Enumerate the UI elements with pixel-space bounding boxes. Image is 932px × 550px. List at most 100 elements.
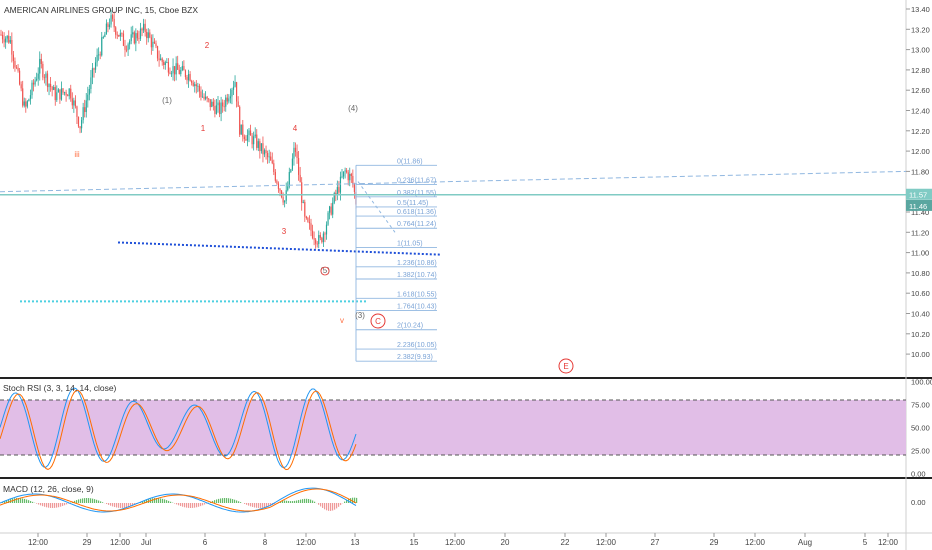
macd-histogram-bar — [58, 503, 60, 508]
candle-body — [254, 134, 256, 137]
macd-histogram-bar — [56, 503, 58, 508]
candle-body — [341, 176, 343, 178]
macd-histogram-bar — [268, 503, 270, 507]
candle-body — [189, 74, 191, 81]
macd-histogram-bar — [336, 503, 338, 509]
candle-body — [135, 33, 137, 44]
macd-histogram-bar — [176, 503, 178, 505]
candle-body — [65, 92, 67, 96]
fib-level-label: 1(11.05) — [397, 241, 423, 248]
macd-histogram-bar — [234, 499, 236, 503]
candle-body — [101, 37, 103, 56]
candle-body — [0, 34, 2, 36]
macd-histogram-bar — [220, 498, 222, 503]
candle-body — [127, 44, 129, 51]
candle-body — [256, 134, 258, 148]
price-tick-label: 12.40 — [911, 107, 930, 116]
macd-histogram-bar — [62, 503, 64, 507]
macd-histogram-bar — [6, 500, 8, 503]
candle-body — [84, 107, 86, 113]
macd-histogram-bar — [96, 499, 98, 503]
candle-body — [59, 89, 61, 100]
time-axis[interactable]: 12:00 29 12:00 Jul 6 8 12:00 13 15 12:00 20 22 12:00… — [28, 533, 899, 547]
candle-body — [119, 33, 121, 37]
candle-body — [333, 193, 335, 203]
candle-body — [67, 95, 69, 97]
candle-body — [150, 37, 152, 48]
candle-body — [26, 101, 28, 107]
candle-body — [125, 49, 128, 51]
macd-histogram-bar — [86, 498, 88, 503]
candle-body — [214, 106, 216, 114]
candle-body — [158, 58, 160, 61]
time-tick-label: 12:00 — [110, 538, 131, 547]
macd-histogram-bar — [38, 503, 40, 505]
candle-body — [178, 69, 180, 75]
macd-histogram-bar — [8, 499, 10, 503]
candle-body — [260, 143, 262, 152]
candle-body — [246, 134, 249, 141]
candle-body — [60, 88, 63, 100]
macd-histogram-bar — [74, 500, 76, 503]
macd-histogram-bar — [30, 500, 32, 503]
macd-histogram-bar — [294, 500, 296, 503]
candle-body — [279, 188, 281, 191]
price-tick-label: 11.40 — [911, 208, 929, 217]
macd-histogram-bar — [334, 503, 336, 510]
macd-histogram-bar — [322, 503, 324, 508]
macd-histogram-bar — [266, 503, 268, 508]
macd-histogram-bar — [42, 503, 44, 507]
candle-body — [294, 147, 297, 152]
candle-body — [51, 86, 53, 90]
candle-body — [129, 41, 131, 45]
candle-body — [124, 45, 126, 50]
macd-histogram-bar — [292, 501, 294, 503]
candle-body — [25, 101, 27, 107]
candle-body — [270, 156, 272, 161]
macd-histogram-bar — [270, 503, 272, 506]
candle-body — [285, 190, 287, 201]
macd-histogram-bar — [310, 499, 312, 503]
macd-histogram-bar — [248, 503, 250, 506]
candle-body — [133, 32, 135, 44]
price-tick-label: 10.60 — [911, 289, 930, 298]
price-pane[interactable] — [0, 0, 906, 378]
candle-body — [287, 186, 289, 191]
candle-body — [172, 66, 174, 74]
macd-histogram-bar — [296, 500, 298, 503]
macd-histogram-bar — [124, 503, 126, 508]
macd-histogram-bar — [142, 501, 144, 503]
price-axis[interactable]: 13.40 13.20 13.00 12.80 12.60 12.40 12.20 12.00… — [906, 5, 932, 507]
macd-histogram-bar — [98, 500, 100, 503]
chart-title: AMERICAN AIRLINES GROUP INC, 15, Cboe BZ… — [4, 5, 198, 15]
candle-body — [220, 102, 222, 115]
candle-body — [206, 96, 208, 99]
macd-histogram-bar — [238, 501, 240, 503]
price-tick-label: 11.80 — [911, 167, 929, 176]
wave-label-1: 1 — [201, 124, 206, 133]
macd-histogram-bar — [102, 502, 104, 503]
macd-histogram-bar — [182, 503, 184, 507]
candle-body — [324, 233, 326, 235]
candle-body — [311, 230, 314, 239]
candle-body — [226, 97, 228, 102]
candle-body — [353, 184, 355, 192]
candle-body — [350, 173, 352, 176]
macd-histogram-bar — [40, 503, 42, 506]
candle-body — [53, 87, 55, 90]
price-tick-label: 11.20 — [911, 228, 929, 237]
candle-body — [223, 106, 225, 108]
candle-body — [232, 86, 235, 90]
candle-body — [130, 34, 132, 42]
candle-body — [346, 170, 348, 173]
fib-level-label: 0.618(11.36) — [397, 209, 436, 216]
stoch-k-line — [0, 387, 357, 469]
macd-histogram-bar — [36, 503, 38, 504]
candle-body — [318, 235, 320, 245]
price-tick-label: 13.20 — [911, 25, 930, 34]
candle-body — [29, 95, 32, 100]
macd-histogram-bar — [256, 503, 258, 508]
candle-body — [277, 183, 280, 189]
candle-body — [8, 35, 10, 43]
